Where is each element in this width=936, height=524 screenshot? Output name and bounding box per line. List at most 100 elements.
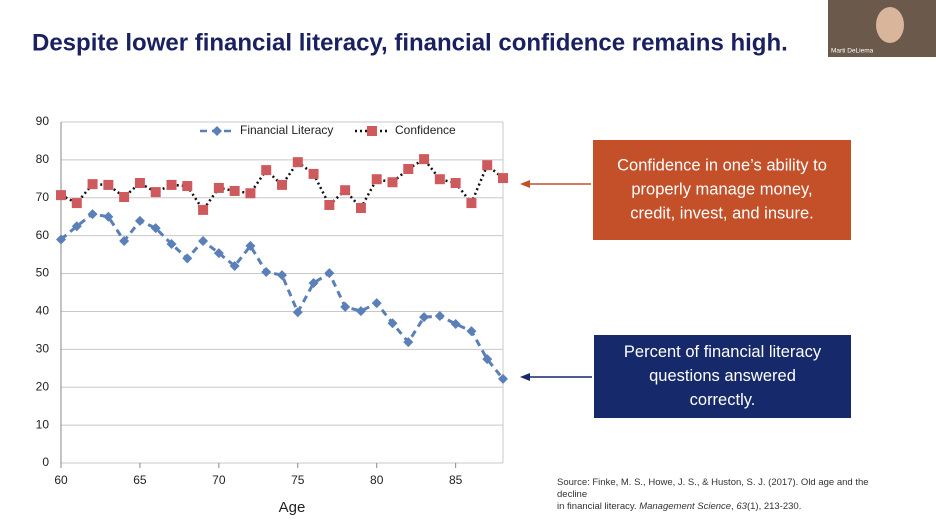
marker	[434, 174, 445, 185]
marker	[71, 221, 82, 232]
marker	[324, 199, 335, 210]
marker	[277, 179, 287, 190]
callout-text: Confidence in one’s ability to	[617, 156, 827, 174]
marker	[261, 165, 272, 176]
marker	[103, 211, 114, 222]
marker	[371, 298, 382, 309]
source-text: Management Science	[639, 501, 732, 512]
callout-arrowhead	[520, 180, 530, 188]
y-tick-label: 70	[36, 190, 50, 204]
marker	[198, 235, 209, 246]
participant-name: Marti DeLiema	[831, 48, 874, 55]
source-text: 63	[736, 501, 747, 512]
source-note: Source: Finke, M. S., Howe, J. S., & Hus…	[557, 477, 897, 513]
callout-text: credit, invest, and insure.	[630, 204, 813, 222]
marker	[213, 182, 224, 193]
source-text: ,	[731, 501, 737, 512]
marker	[56, 234, 66, 245]
y-tick-label: 60	[36, 228, 50, 242]
marker	[134, 215, 145, 226]
marker	[387, 318, 398, 329]
marker	[229, 260, 240, 271]
marker	[308, 278, 319, 289]
marker	[403, 163, 414, 174]
marker	[150, 223, 161, 234]
x-tick-label: 85	[449, 473, 463, 487]
marker	[182, 253, 193, 264]
marker	[119, 192, 130, 203]
marker	[103, 179, 114, 190]
y-tick-label: 50	[36, 266, 50, 280]
source-text: in financial literacy.	[557, 501, 640, 512]
x-tick-label: 75	[291, 473, 305, 487]
marker	[450, 178, 461, 189]
source-text: (1), 213-230.	[746, 501, 802, 512]
marker	[355, 203, 366, 214]
series-line	[60, 212, 505, 380]
marker	[119, 235, 130, 246]
callout-text: properly manage money,	[631, 180, 812, 198]
marker	[340, 301, 351, 312]
marker	[466, 326, 477, 337]
x-axis-label: Age	[279, 499, 306, 516]
y-tick-label: 10	[36, 417, 50, 431]
marker	[229, 185, 240, 196]
callout-arrowhead	[520, 373, 530, 381]
video-person	[876, 7, 904, 43]
marker	[213, 248, 224, 259]
marker	[245, 240, 256, 251]
x-tick-label: 80	[370, 473, 384, 487]
marker	[71, 198, 82, 209]
y-tick-label: 30	[36, 342, 50, 356]
marker	[292, 307, 303, 318]
marker	[56, 190, 66, 201]
legend-label: Financial Literacy	[240, 123, 333, 137]
marker	[434, 310, 445, 321]
marker	[419, 312, 430, 323]
marker	[324, 268, 335, 279]
callout-text: correctly.	[690, 391, 756, 409]
marker	[198, 204, 209, 215]
marker	[261, 267, 272, 278]
marker	[212, 126, 222, 136]
marker	[245, 188, 256, 199]
x-tick-label: 60	[54, 473, 68, 487]
x-tick-label: 65	[133, 473, 147, 487]
x-tick-label: 70	[212, 473, 226, 487]
marker	[87, 179, 98, 190]
y-tick-label: 20	[36, 379, 50, 393]
marker	[355, 306, 366, 317]
callout-box	[593, 140, 851, 240]
y-tick-label: 80	[36, 152, 50, 166]
marker	[419, 154, 430, 165]
source-text: Source: Finke, M. S., Howe, J. S., & Hus…	[557, 477, 869, 500]
y-tick-label: 40	[36, 304, 50, 318]
marker	[87, 209, 98, 220]
marker	[277, 270, 287, 281]
marker	[482, 354, 493, 365]
marker	[166, 239, 177, 250]
marker	[182, 181, 193, 192]
callout-box	[594, 335, 851, 418]
marker	[466, 198, 477, 209]
callout-text: questions answered	[649, 367, 796, 385]
marker	[450, 318, 461, 329]
marker	[482, 160, 493, 171]
marker	[134, 178, 145, 189]
callout-text: Percent of financial literacy	[624, 343, 822, 361]
marker	[403, 337, 414, 348]
slide-title: Despite lower financial literacy, financ…	[32, 29, 788, 56]
y-tick-label: 0	[42, 455, 49, 469]
marker	[292, 157, 303, 168]
marker	[371, 174, 382, 185]
marker	[498, 373, 508, 384]
marker	[387, 177, 398, 188]
marker	[308, 168, 319, 179]
legend-label: Confidence	[395, 123, 456, 137]
marker	[498, 173, 508, 184]
marker	[367, 126, 377, 136]
marker	[340, 185, 351, 196]
y-tick-label: 90	[36, 114, 50, 128]
